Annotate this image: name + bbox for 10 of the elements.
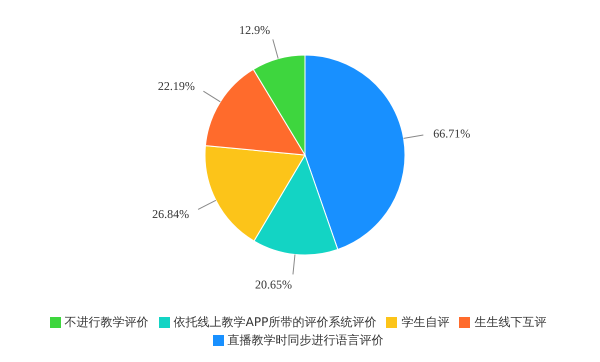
data-label: 26.84%	[152, 206, 190, 221]
legend-label: 依托线上教学APP所带的评价系统评价	[174, 315, 376, 329]
legend-label: 不进行教学评价	[64, 315, 149, 329]
data-label: 12.9%	[239, 22, 270, 37]
data-label: 22.19%	[158, 78, 195, 93]
legend-label: 直播教学时同步进行语言评价	[228, 333, 384, 347]
legend-label: 生生线下互评	[474, 315, 546, 329]
data-label: 20.65%	[254, 277, 292, 292]
legend-label: 学生自评	[401, 315, 450, 329]
data-label: 66.71%	[433, 126, 470, 140]
